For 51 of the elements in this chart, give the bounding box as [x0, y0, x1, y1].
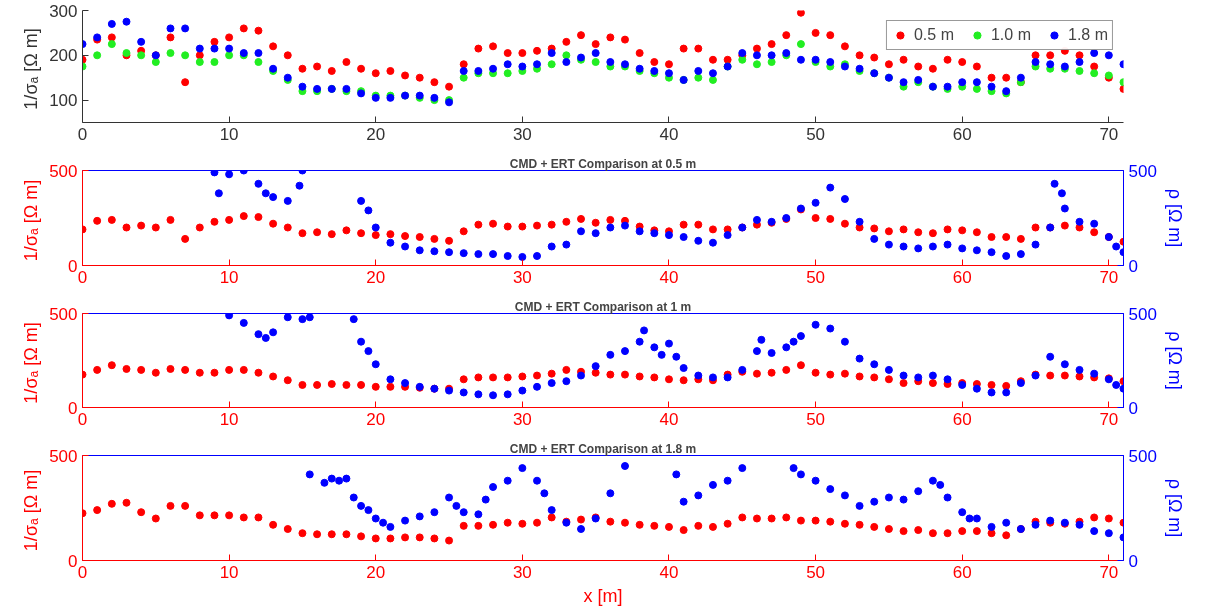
- x-tick-label: 40: [659, 409, 679, 429]
- x-tick-label: 10: [219, 124, 239, 144]
- x-tick-label: 30: [512, 267, 532, 287]
- y2-axis-title: ρ [Ω m]: [1164, 331, 1185, 390]
- y2-tick-label: 500: [1128, 446, 1157, 466]
- x-tick-label: 50: [806, 124, 826, 144]
- x-tick-label: 20: [366, 562, 386, 582]
- y-tick-label: 300: [49, 1, 78, 21]
- x-tick-label: 10: [219, 267, 239, 287]
- legend-label: 1.0 m: [990, 26, 1031, 44]
- chart-title: CMD + ERT Comparison at 1 m: [514, 299, 692, 314]
- x-tick-label: 10: [219, 409, 239, 429]
- y-tick-label: 500: [49, 446, 78, 466]
- x-tick-label: 60: [952, 409, 972, 429]
- x-tick-label: 10: [219, 562, 239, 582]
- x-tick-label: 70: [1099, 409, 1119, 429]
- legend-label: 1.8 m: [1067, 26, 1108, 44]
- x-tick-label: 70: [1099, 124, 1119, 144]
- y-axis-title: 1/σₐ [Ω m]: [21, 322, 42, 404]
- y-tick-label: 500: [49, 161, 78, 181]
- y-axis-title: 1/σₐ [Ω m]: [21, 179, 42, 262]
- chart-title: CMD + ERT Comparison at 0.5 m: [509, 156, 697, 171]
- y2-tick-label: 500: [1128, 304, 1157, 324]
- x-tick-label: 30: [512, 124, 532, 144]
- y2-axis-title: ρ [Ω m]: [1164, 188, 1185, 248]
- legend-label: 0.5 m: [913, 26, 954, 44]
- y2-tick-label: 500: [1128, 161, 1157, 181]
- x-tick-label: 40: [659, 124, 679, 144]
- y2-axis-title: ρ [Ω m]: [1164, 478, 1185, 538]
- y-tick-label: 100: [49, 91, 78, 111]
- x-tick-label: 30: [512, 409, 532, 429]
- x-tick-label: 20: [366, 267, 386, 287]
- x-tick-label: 50: [806, 267, 826, 287]
- x-tick-label: 30: [512, 562, 532, 582]
- x-tick-label: 70: [1099, 267, 1119, 287]
- x-tick-label: 40: [659, 562, 679, 582]
- x-tick-label: 50: [806, 409, 826, 429]
- x-tick-label: 50: [806, 562, 826, 582]
- x-tick-label: 60: [952, 124, 972, 144]
- x-tick-label: 60: [952, 267, 972, 287]
- y-axis-title: 1/σₐ [Ω m]: [21, 28, 42, 110]
- y-axis-title: 1/σₐ [Ω m]: [21, 469, 42, 552]
- x-tick-label: 60: [952, 562, 972, 582]
- x-tick-label: 20: [366, 124, 386, 144]
- x-axis-title: x [m]: [583, 585, 623, 606]
- y-tick-label: 500: [49, 304, 78, 324]
- x-tick-label: 70: [1099, 562, 1119, 582]
- y-tick-label: 200: [49, 46, 78, 66]
- chart-title: CMD + ERT Comparison at 1.8 m: [509, 441, 697, 456]
- x-tick-label: 20: [366, 409, 386, 429]
- x-tick-label: 40: [659, 267, 679, 287]
